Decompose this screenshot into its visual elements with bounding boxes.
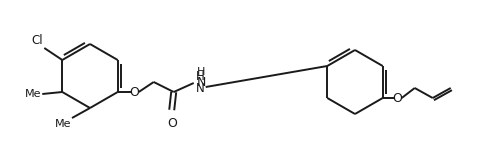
Text: Me: Me: [55, 119, 71, 129]
Text: O: O: [167, 117, 177, 130]
Text: H: H: [197, 67, 205, 77]
Text: O: O: [392, 92, 402, 105]
Text: O: O: [129, 85, 139, 98]
Text: H
N: H N: [196, 69, 204, 95]
Text: Cl: Cl: [32, 34, 43, 47]
Text: N: N: [197, 76, 206, 90]
Text: Me: Me: [25, 89, 41, 99]
